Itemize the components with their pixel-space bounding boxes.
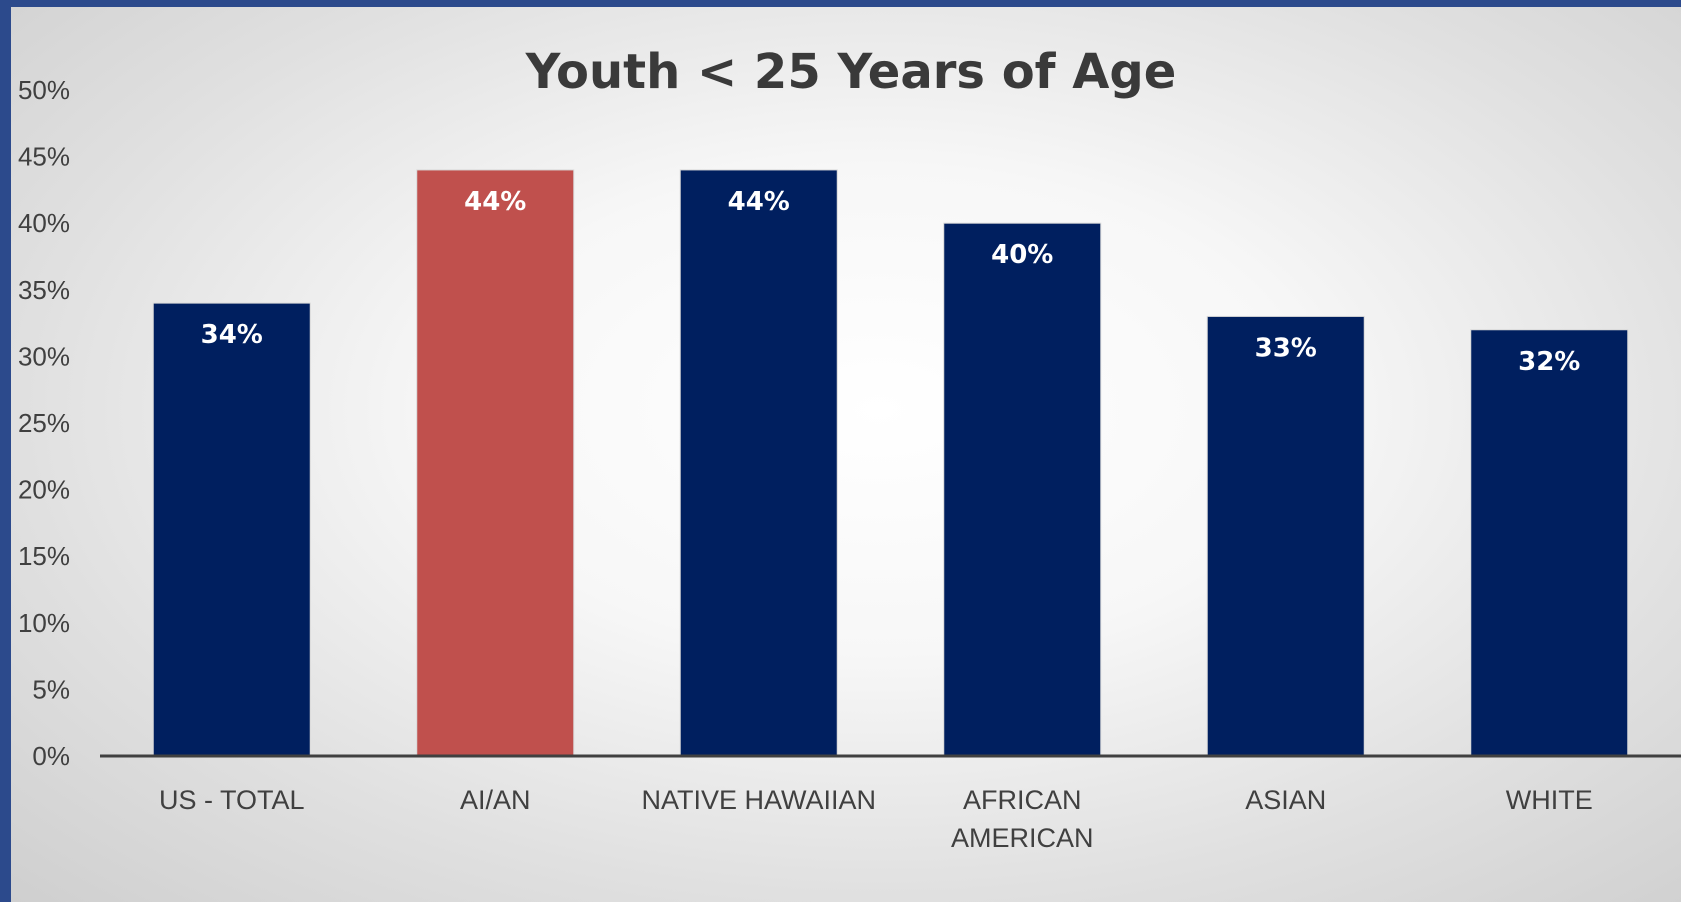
x-tick-label: WHITE bbox=[1506, 785, 1593, 815]
bar bbox=[416, 169, 575, 757]
data-label: 34% bbox=[201, 320, 263, 350]
x-axis-ticks: US - TOTAL AI/AN NATIVE HAWAIIAN AFRICAN AME… bbox=[159, 785, 1593, 853]
data-label: 44% bbox=[464, 187, 526, 217]
bars bbox=[152, 169, 1629, 757]
y-tick-label: 5% bbox=[32, 674, 70, 704]
y-tick-label: 10% bbox=[18, 608, 70, 638]
bar bbox=[152, 302, 311, 757]
y-axis-ticks: 0% 5% 10% 15% 20% 25% 30% 35% 40% 45% 50% bbox=[18, 75, 70, 771]
x-tick-label: AFRICAN bbox=[963, 785, 1082, 815]
y-tick-label: 50% bbox=[18, 75, 70, 105]
bar bbox=[943, 222, 1102, 757]
data-label: 40% bbox=[991, 240, 1053, 270]
x-tick-label: US - TOTAL bbox=[159, 785, 305, 815]
x-tick-label: AI/AN bbox=[460, 785, 531, 815]
chart-frame: Youth < 25 Years of Age 0% 5% 10% 15% 20% 25%… bbox=[11, 7, 1681, 902]
y-tick-label: 20% bbox=[18, 475, 70, 505]
x-tick-label: NATIVE HAWAIIAN bbox=[641, 785, 876, 815]
data-label: 33% bbox=[1255, 333, 1317, 363]
chart-title: Youth < 25 Years of Age bbox=[525, 44, 1177, 100]
y-tick-label: 25% bbox=[18, 408, 70, 438]
bar bbox=[679, 169, 838, 757]
y-tick-label: 15% bbox=[18, 541, 70, 571]
x-tick-label: AMERICAN bbox=[951, 823, 1094, 853]
y-tick-label: 35% bbox=[18, 275, 70, 305]
bar bbox=[1470, 329, 1629, 757]
x-tick-label: ASIAN bbox=[1245, 785, 1326, 815]
y-tick-label: 45% bbox=[18, 142, 70, 172]
data-labels: 34% 44% 44% 40% 33% 32% bbox=[201, 187, 1581, 377]
y-tick-label: 0% bbox=[32, 741, 70, 771]
data-label: 44% bbox=[728, 187, 790, 217]
bar-chart: Youth < 25 Years of Age 0% 5% 10% 15% 20% 25%… bbox=[18, 44, 1681, 853]
bar bbox=[1206, 315, 1365, 757]
data-label: 32% bbox=[1518, 347, 1580, 377]
y-tick-label: 30% bbox=[18, 341, 70, 371]
y-tick-label: 40% bbox=[18, 208, 70, 238]
